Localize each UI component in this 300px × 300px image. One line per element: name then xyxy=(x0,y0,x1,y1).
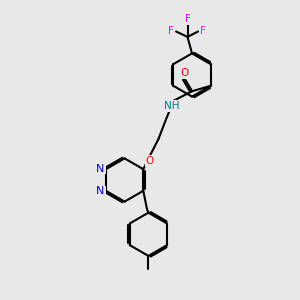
Text: O: O xyxy=(146,156,154,166)
Text: N: N xyxy=(96,164,105,174)
Text: NH: NH xyxy=(164,101,180,111)
Text: N: N xyxy=(96,186,105,197)
Text: O: O xyxy=(181,68,189,78)
Text: F: F xyxy=(184,14,190,24)
Text: F: F xyxy=(200,26,206,36)
Text: F: F xyxy=(168,26,174,36)
